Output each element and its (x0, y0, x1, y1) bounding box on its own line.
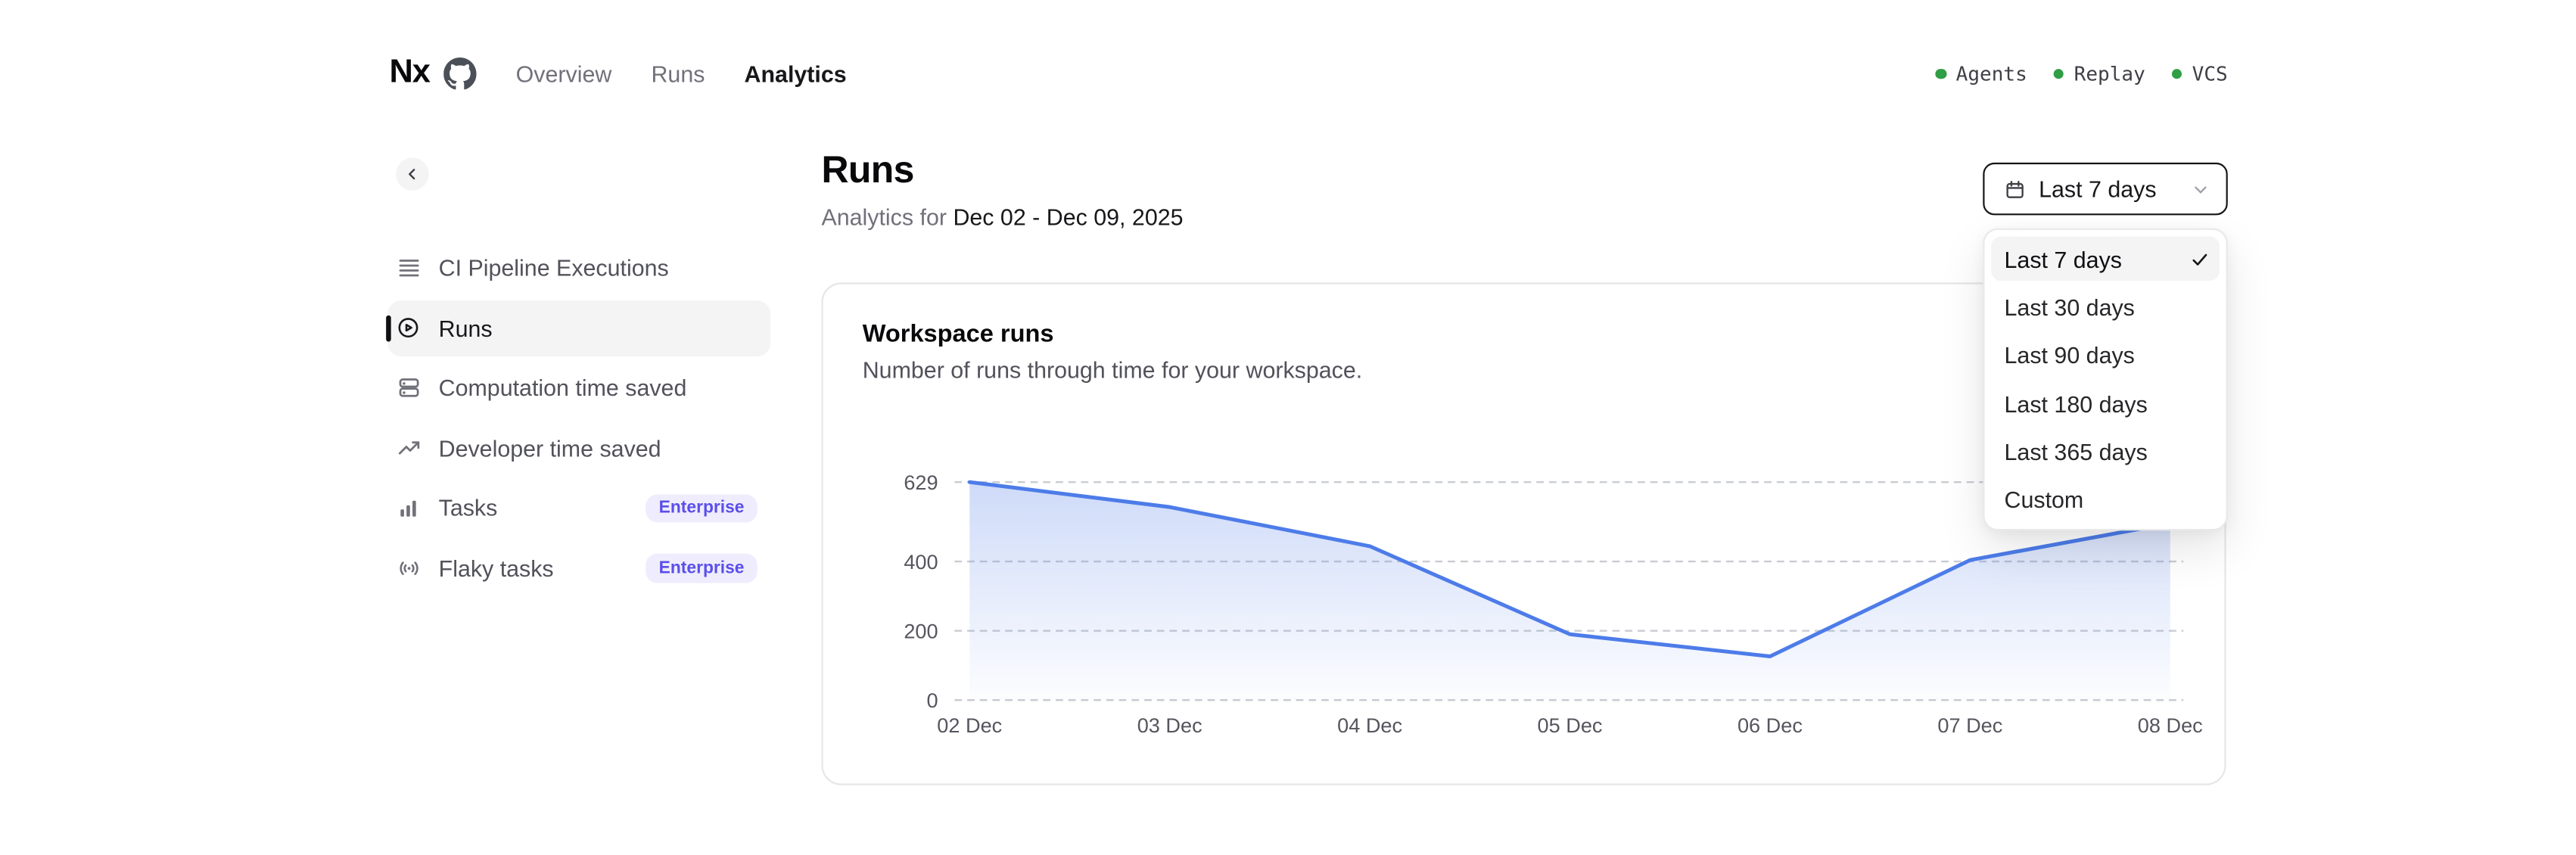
primary-nav: Overview Runs Analytics (516, 61, 847, 87)
menu-item-label: Last 180 days (2004, 390, 2148, 417)
sidebar: CI Pipeline Executions Runs Computation … (385, 240, 771, 601)
play-circle-icon (396, 315, 422, 341)
trending-up-icon (396, 435, 422, 462)
x-tick-label: 04 Dec (1337, 714, 1402, 737)
sidebar-item-label: Computation time saved (438, 375, 687, 402)
menu-item-label: Custom (2004, 487, 2084, 514)
enterprise-badge: Enterprise (646, 553, 758, 583)
sidebar-item-developer-time-saved[interactable]: Developer time saved (387, 420, 770, 476)
status-agents[interactable]: Agents (1935, 62, 2027, 86)
menu-item-last-180-days[interactable]: Last 180 days (1991, 381, 2220, 426)
status-label: VCS (2192, 62, 2228, 86)
workspace-runs-card: Workspace runs Number of runs through ti… (821, 282, 2226, 785)
x-tick-label: 02 Dec (937, 714, 1002, 737)
date-range-button[interactable]: Last 7 days (1983, 162, 2228, 216)
y-tick-label: 629 (904, 471, 938, 494)
x-tick-label: 07 Dec (1937, 714, 2002, 737)
calendar-icon (2005, 179, 2026, 200)
status-vcs[interactable]: VCS (2171, 62, 2228, 86)
card-title: Workspace runs (862, 320, 1054, 349)
menu-item-last-365-days[interactable]: Last 365 days (1991, 430, 2220, 474)
status-up-dot-icon (2171, 68, 2182, 79)
menu-item-custom[interactable]: Custom (1991, 478, 2220, 523)
sidebar-item-label: Tasks (438, 495, 498, 521)
queue-list-icon (396, 254, 422, 281)
sidebar-item-label: Flaky tasks (438, 555, 554, 582)
sidebar-item-runs[interactable]: Runs (385, 300, 771, 356)
subtitle-prefix: Analytics for (821, 204, 947, 230)
y-tick-label: 200 (904, 619, 938, 642)
status-up-dot-icon (1935, 68, 1946, 79)
sidebar-item-flaky-tasks[interactable]: Flaky tasks Enterprise (387, 540, 770, 596)
sidebar-item-label: Runs (438, 314, 493, 341)
menu-item-last-90-days[interactable]: Last 90 days (1991, 333, 2220, 378)
selected-indicator-bar (385, 314, 390, 341)
x-tick-label: 06 Dec (1738, 714, 1803, 737)
github-logo-icon[interactable] (443, 56, 476, 89)
subtitle-date-range: Dec 02 - Dec 09, 2025 (953, 204, 1184, 230)
status-up-dot-icon (2053, 68, 2064, 79)
workspace-runs-chart[interactable]: 0 200 400 629 02 Dec 03 Dec 04 Dec 05 Dec 06 Dec… (823, 284, 2225, 784)
brand: Nx (390, 54, 476, 92)
sidebar-item-label: Developer time saved (438, 434, 661, 462)
x-tick-label: 05 Dec (1538, 714, 1603, 737)
server-stack-icon (396, 375, 422, 401)
menu-item-last-7-days[interactable]: Last 7 days (1991, 236, 2220, 281)
nav-overview[interactable]: Overview (515, 61, 612, 88)
nav-analytics[interactable]: Analytics (744, 61, 847, 88)
chevron-down-icon (2192, 180, 2210, 198)
sidebar-item-ci-pipeline-executions[interactable]: CI Pipeline Executions (387, 240, 770, 296)
y-tick-label: 400 (904, 550, 938, 574)
nx-logo[interactable]: Nx (389, 54, 431, 91)
signal-icon (396, 555, 422, 582)
sidebar-collapse-button[interactable] (396, 157, 429, 191)
sidebar-item-tasks[interactable]: Tasks Enterprise (387, 480, 770, 536)
sidebar-item-computation-time-saved[interactable]: Computation time saved (387, 360, 770, 416)
bar-chart-icon (396, 495, 422, 521)
runs-area-chart-svg: 0 200 400 629 02 Dec 03 Dec 04 Dec 05 Dec 06 Dec… (904, 471, 2203, 737)
nav-runs[interactable]: Runs (651, 61, 705, 88)
status-replay[interactable]: Replay (2053, 62, 2145, 86)
date-range-value: Last 7 days (2039, 176, 2157, 203)
menu-item-label: Last 365 days (2004, 438, 2148, 465)
x-tick-label: 03 Dec (1137, 714, 1202, 737)
menu-item-last-30-days[interactable]: Last 30 days (1991, 284, 2220, 329)
y-tick-label: 0 (927, 689, 938, 712)
enterprise-badge: Enterprise (646, 493, 758, 523)
sidebar-item-label: CI Pipeline Executions (438, 254, 669, 281)
menu-item-label: Last 90 days (2004, 342, 2135, 368)
status-label: Agents (1955, 62, 2027, 86)
menu-item-label: Last 7 days (2004, 245, 2122, 272)
menu-item-label: Last 30 days (2004, 294, 2135, 321)
x-tick-label: 08 Dec (2138, 714, 2203, 737)
service-statuses: Agents Replay VCS (1935, 62, 2228, 86)
chart-area-fill (969, 482, 2170, 701)
status-label: Replay (2074, 62, 2145, 86)
card-subtitle: Number of runs through time for your wor… (862, 356, 1363, 383)
date-range-menu: Last 7 days Last 30 days Last 90 days La… (1983, 228, 2228, 531)
page-subtitle: Analytics for Dec 02 - Dec 09, 2025 (821, 204, 1183, 230)
page-title: Runs (821, 148, 914, 191)
chevron-left-icon (409, 169, 415, 180)
chart-line-workspace-runs (967, 480, 2173, 659)
check-icon (2190, 249, 2210, 269)
